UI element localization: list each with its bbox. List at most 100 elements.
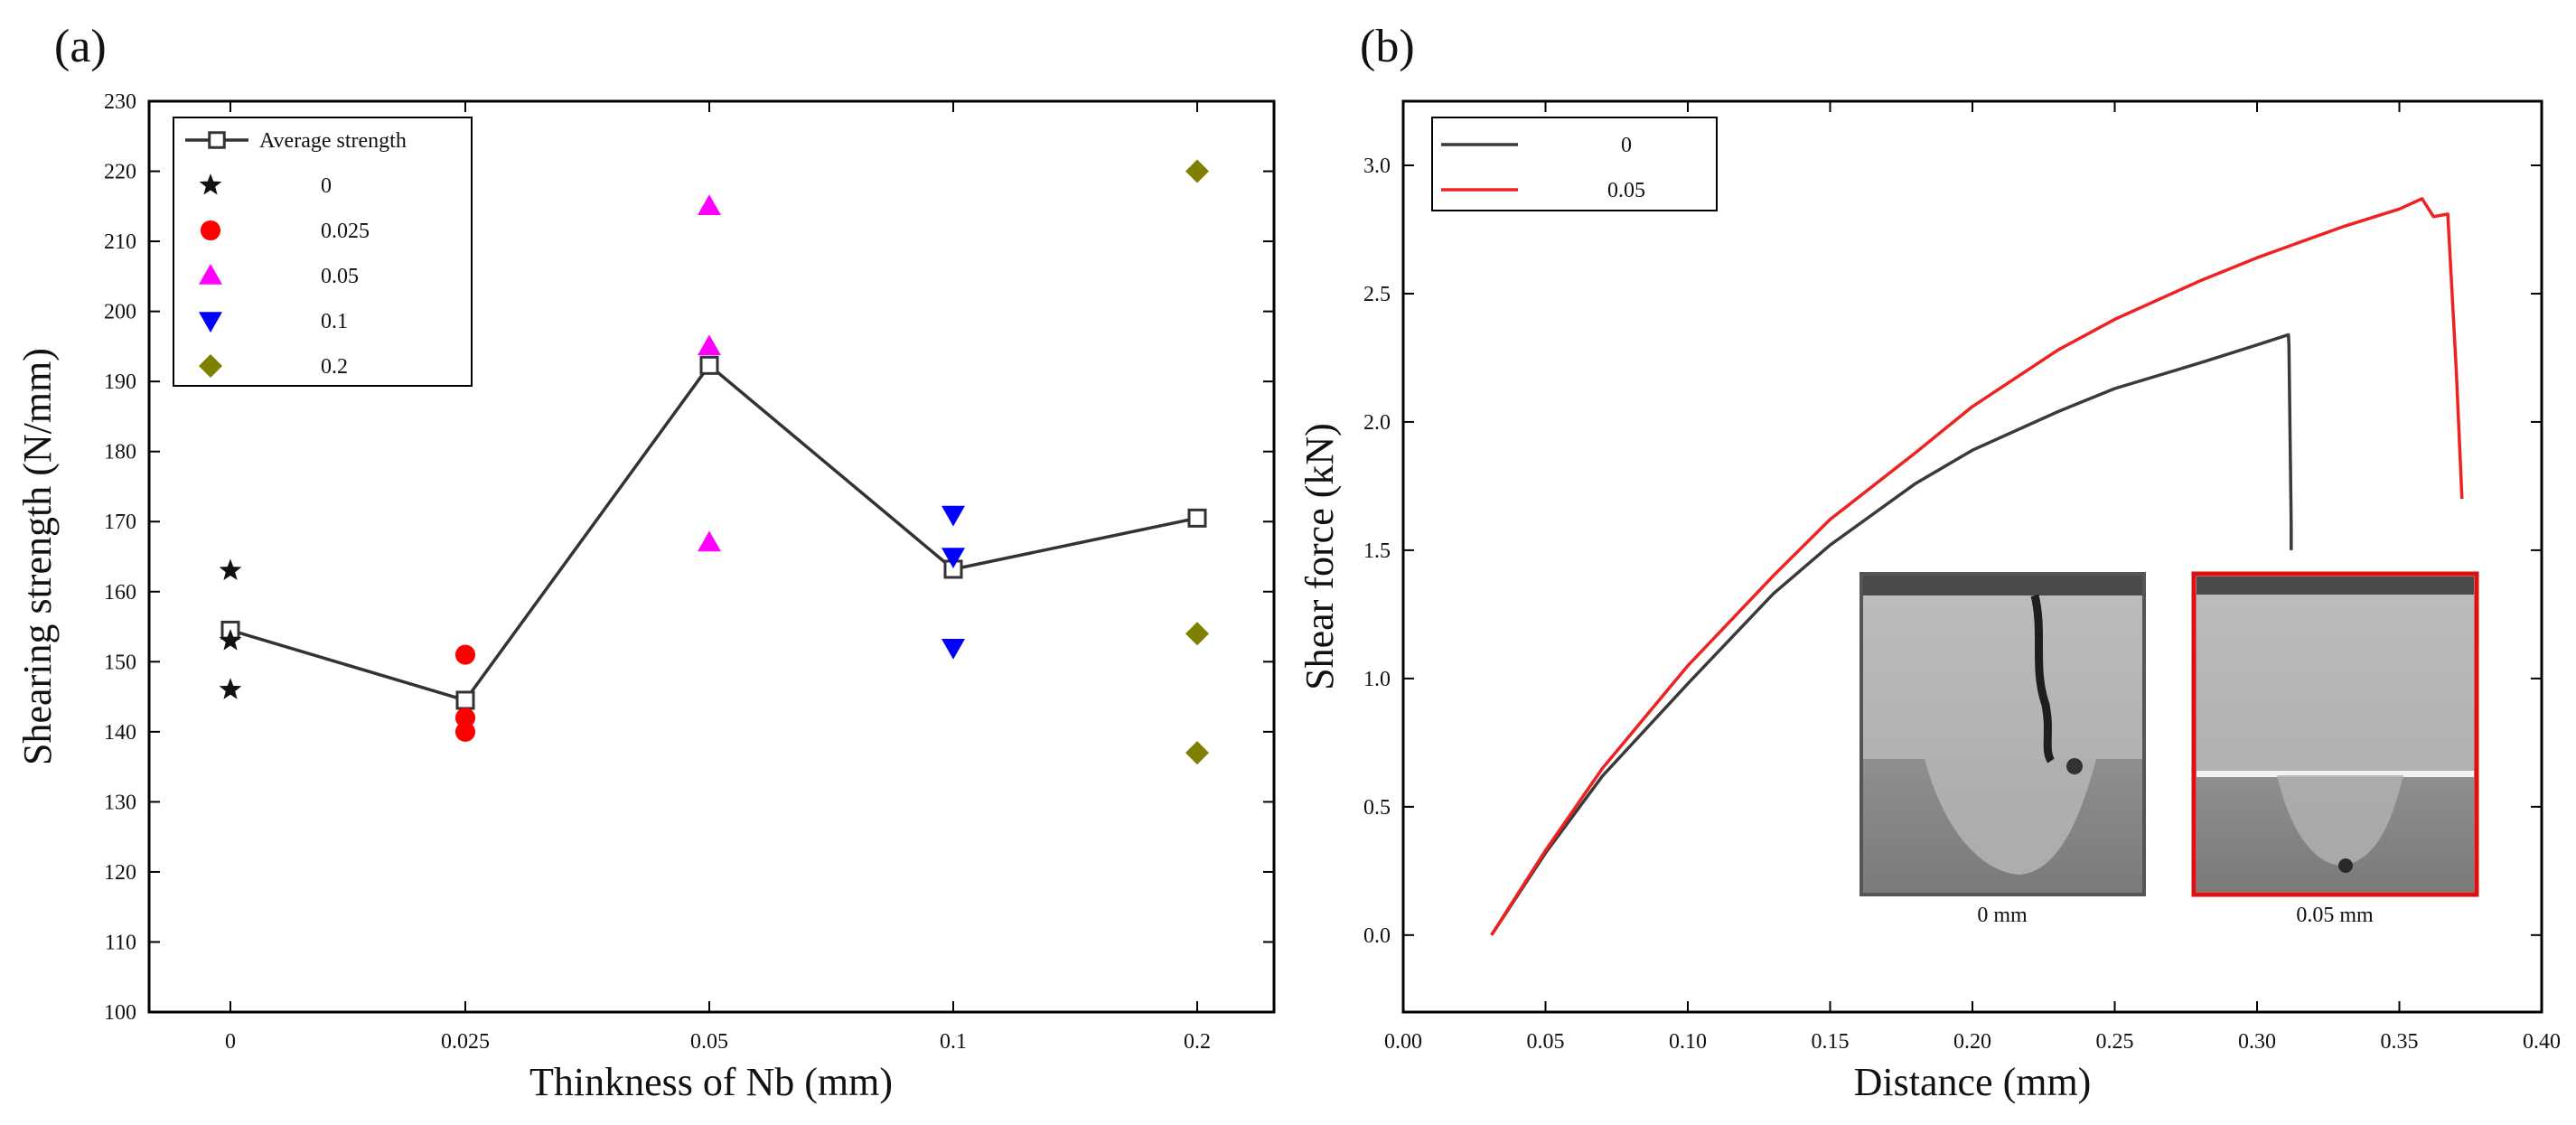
panel-a-point [219,678,242,699]
panel-b-x-tick-label: 0.30 [2238,1030,2276,1054]
panel-b-x-tick-label: 0.40 [2523,1030,2561,1054]
panel-a-point [219,558,242,580]
inset-0mm-pore [2066,758,2083,774]
panel-a-average-series [220,355,1207,710]
panel-a-y-tick-label: 140 [104,721,136,745]
inset-005mm-pore [2338,858,2353,873]
panel-a-x-axis-title: Thinkness of Nb (mm) [529,1060,893,1104]
panel-a-shearing-strength: (a) 100 110 120 130 140 150 160 170 180 190 200 210… [15,21,1276,1104]
panel-a-label: (a) [54,21,107,72]
panel-a-legend-label: 0 [321,174,332,198]
inset-0mm-crack [2030,594,2056,764]
panel-b-x-tick-label: 0.20 [1953,1030,1991,1054]
panel-b-legend-label: 0 [1621,134,1632,157]
panel-b-y-axis: 0.0 0.5 1.0 1.5 2.0 2.5 3.0 [1363,155,2542,948]
panel-b-y-tick-label: 1.5 [1363,539,1391,563]
panel-a-legend-label: 0.05 [321,265,359,288]
panel-a-x-tick-label: 0.025 [441,1030,490,1054]
panel-a-point [941,639,965,660]
panel-a-y-tick-label: 150 [104,651,136,674]
inset-005mm-top-edge [2197,577,2474,595]
panel-a-y-tick-label: 180 [104,441,136,464]
panel-a-average-line [229,362,1198,702]
panel-b-x-tick-label: 0.25 [2096,1030,2134,1054]
panel-b-y-axis-title: Shear force (kN) [1297,423,1342,690]
panel-a-legend-symbol [199,312,222,333]
panel-a-x-tick-label: 0.05 [690,1030,728,1054]
panel-b-shear-force: (b) 0.00.51.01.52.02.53.0 0.00 0.05 0.10 0.… [1297,21,2561,1104]
panel-b-legend-box [1431,117,1718,211]
panel-b-label: (b) [1360,21,1415,72]
panel-a-average-point [1187,508,1207,528]
panel-a-y-tick-label: 230 [104,90,136,114]
panel-a-legend-label: 0.1 [321,310,348,333]
panel-a-legend-symbol [199,354,222,378]
panel-a-y-tick-label: 220 [104,161,136,184]
panel-a-y-tick-label: 190 [104,370,136,394]
panel-b-curves [1490,197,2464,936]
panel-a-legend: Average strength 0 0.025 0.05 0.1 0.2 [173,117,473,387]
panel-b-y-tick-label: 1.0 [1363,668,1391,691]
panel-a-legend-symbol [200,220,221,241]
inset-005mm-weld-nugget [2277,775,2403,866]
panel-a-average-point [699,355,719,375]
inset-micrograph-0mm: 0 mm [1859,572,2146,927]
panel-a-point [1185,741,1209,765]
panel-b-x-tick-label: 0.00 [1384,1030,1422,1054]
inset-0mm-caption: 0 mm [1977,904,2028,927]
panel-a-point [941,548,965,568]
panel-a-x-tick-label: 0.2 [1184,1030,1211,1054]
inset-0mm-weld-nugget [1925,759,2096,875]
inset-005mm-nb-interlayer [2197,771,2474,777]
panel-a-y-tick-label: 110 [105,931,136,954]
panel-b-x-tick-label: 0.15 [1812,1030,1850,1054]
panel-a-legend-label: 0.2 [321,355,348,379]
panel-a-legend-symbol [199,264,222,285]
panel-b-y-tick-label: 0.5 [1363,796,1391,820]
panel-b-y-tick-label: 3.0 [1363,155,1391,178]
inset-005mm-caption: 0.05 mm [2296,904,2374,927]
panel-a-point [1185,159,1209,183]
panel-b-x-tick-label: 0.35 [2381,1030,2419,1054]
panel-a-point [454,708,476,728]
panel-b-curve-005 [1490,197,2464,936]
panel-a-y-tick-label: 160 [104,581,136,605]
panel-a-x-tick-label: 0.1 [940,1030,967,1054]
panel-a-y-tick-label: 120 [104,861,136,885]
panel-a-point [698,194,721,216]
panel-a-point [454,644,476,665]
panel-a-y-tick-label: 170 [104,511,136,534]
panel-a-legend-symbol [208,131,226,149]
panel-a-average-point [455,690,475,710]
panel-b-y-tick-label: 2.0 [1363,411,1391,435]
panel-a-point [698,334,721,356]
panel-b-x-axis-title: Distance (mm) [1854,1060,2092,1104]
panel-b-curve-0 [1490,333,2293,936]
panel-a-point [698,530,721,552]
panel-b-y-tick-label: 0.0 [1363,924,1391,948]
panel-b-x-tick-label: 0.10 [1669,1030,1707,1054]
panel-b-y-tick-label: 2.5 [1363,283,1391,306]
panel-a-y-axis-title: Shearing strength (N/mm) [15,348,60,765]
panel-a-sample-points [219,159,1209,765]
panel-a-y-tick-label: 100 [104,1001,136,1025]
panel-b-legend-label: 0.05 [1607,179,1645,202]
panel-a-point [219,629,242,651]
panel-a-point [454,721,476,742]
panel-a-point [1185,622,1209,646]
inset-0mm-top-edge [1863,576,2142,595]
panel-a-legend-label: Average strength [259,129,407,153]
panel-a-point [941,505,965,527]
panel-b-x-axis: 0.00 0.05 0.10 0.15 0.20 0.25 0.30 0.35 0.40 [1384,101,2561,1054]
panel-b-legend: 00.05 [1431,117,1718,211]
panel-a-x-tick-label: 0 [225,1030,236,1054]
panel-a-legend-label: 0.025 [321,220,370,243]
panel-a-x-axis: 0 0.025 0.05 0.1 0.2 [225,101,1211,1054]
inset-micrograph-005mm: 0.05 mm [2191,571,2479,927]
panel-a-plot-frame [147,99,1276,1014]
panel-a-legend-box [173,117,473,387]
panel-a-y-tick-label: 200 [104,301,136,324]
panel-a-y-tick-label: 130 [104,791,136,814]
panel-b-x-tick-label: 0.05 [1527,1030,1565,1054]
